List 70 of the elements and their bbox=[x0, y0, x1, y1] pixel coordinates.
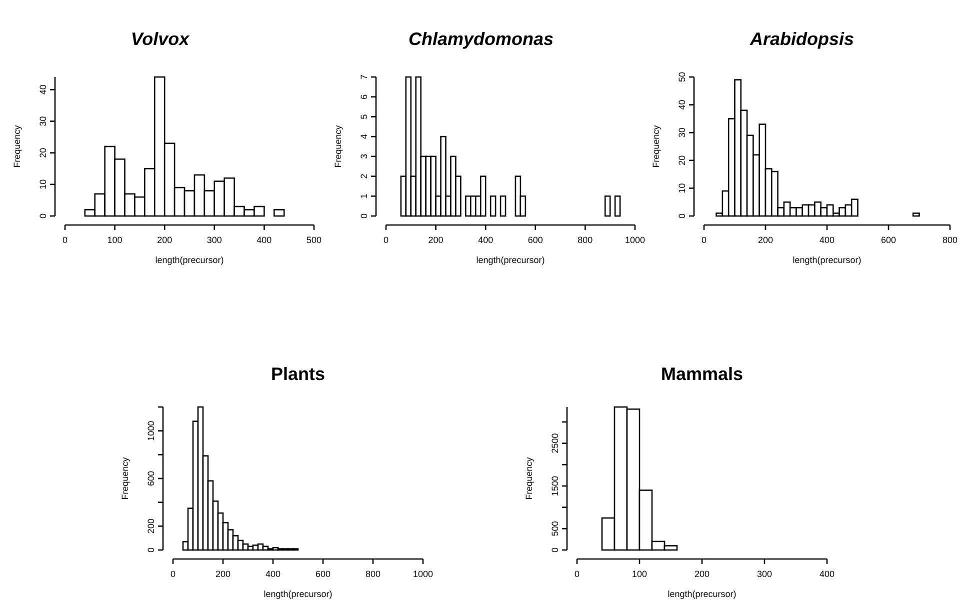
x-tick-label: 800 bbox=[365, 569, 381, 579]
y-tick-label: 20 bbox=[38, 148, 48, 158]
y-tick-label: 3 bbox=[359, 154, 369, 159]
x-axis-title: length(precursor) bbox=[264, 589, 332, 599]
x-axis-title: length(precursor) bbox=[476, 255, 545, 265]
y-tick-label: 1000 bbox=[146, 420, 156, 441]
y-tick-label: 1500 bbox=[550, 476, 560, 496]
chart-title: Plants bbox=[270, 364, 326, 384]
y-axis-title: Frequency bbox=[524, 456, 534, 500]
x-tick-label: 0 bbox=[383, 235, 389, 245]
x-tick-label: 1000 bbox=[412, 569, 434, 579]
y-tick-label: 10 bbox=[38, 179, 48, 190]
y-tick-label: 50 bbox=[677, 72, 687, 82]
y-tick-label: 20 bbox=[677, 155, 687, 166]
y-tick-label: 40 bbox=[38, 84, 48, 95]
x-tick-label: 100 bbox=[632, 569, 648, 579]
y-tick-label: 500 bbox=[550, 521, 560, 536]
y-tick-label: 1 bbox=[359, 194, 369, 199]
x-axis-title: length(precursor) bbox=[155, 255, 224, 265]
x-tick-label: 100 bbox=[107, 235, 122, 245]
x-tick-label: 800 bbox=[578, 235, 593, 245]
x-tick-label: 200 bbox=[215, 569, 231, 579]
x-tick-label: 400 bbox=[265, 569, 281, 579]
x-tick-label: 1000 bbox=[624, 235, 646, 245]
x-tick-label: 400 bbox=[819, 569, 835, 579]
x-axis-title: length(precursor) bbox=[668, 589, 736, 599]
x-tick-label: 400 bbox=[819, 235, 835, 245]
y-tick-label: 2500 bbox=[550, 433, 560, 454]
x-tick-label: 0 bbox=[62, 235, 68, 245]
y-tick-label: 0 bbox=[677, 213, 687, 219]
x-tick-label: 400 bbox=[256, 235, 272, 245]
x-tick-label: 200 bbox=[428, 235, 444, 245]
y-axis-title: Frequency bbox=[651, 124, 661, 168]
x-tick-label: 800 bbox=[942, 235, 958, 245]
y-axis-title: Frequency bbox=[120, 456, 130, 500]
y-tick-label: 7 bbox=[359, 74, 369, 80]
x-tick-label: 200 bbox=[758, 235, 774, 245]
y-tick-label: 0 bbox=[38, 213, 48, 219]
x-tick-label: 0 bbox=[170, 569, 176, 579]
x-tick-label: 400 bbox=[478, 235, 494, 245]
x-tick-label: 600 bbox=[315, 569, 331, 579]
y-tick-label: 0 bbox=[146, 547, 156, 553]
y-axis-title: Frequency bbox=[12, 124, 22, 168]
y-tick-label: 200 bbox=[146, 518, 156, 534]
y-axis-title: Frequency bbox=[333, 124, 343, 168]
y-tick-label: 600 bbox=[146, 470, 156, 486]
x-tick-label: 600 bbox=[880, 235, 896, 245]
x-tick-label: 300 bbox=[756, 569, 772, 579]
y-tick-label: 4 bbox=[359, 134, 369, 140]
x-tick-label: 600 bbox=[528, 235, 543, 245]
x-tick-label: 200 bbox=[694, 569, 710, 579]
y-tick-label: 10 bbox=[677, 183, 687, 194]
x-tick-label: 0 bbox=[701, 235, 707, 245]
x-tick-label: 300 bbox=[206, 235, 222, 245]
x-tick-label: 0 bbox=[574, 569, 580, 579]
x-tick-label: 200 bbox=[157, 235, 172, 245]
x-axis-title: length(precursor) bbox=[792, 255, 862, 265]
y-tick-label: 2 bbox=[359, 174, 369, 179]
chart-title: Mammals bbox=[660, 364, 744, 384]
y-tick-label: 5 bbox=[359, 114, 369, 120]
x-tick-label: 500 bbox=[306, 235, 322, 245]
y-tick-label: 30 bbox=[38, 116, 48, 126]
y-tick-label: 30 bbox=[677, 128, 687, 138]
chart-title: Chlamydomonas bbox=[408, 29, 554, 49]
chart-title: Volvox bbox=[130, 29, 190, 49]
y-tick-label: 6 bbox=[359, 94, 369, 100]
chart-title: Arabidopsis bbox=[748, 29, 854, 49]
y-tick-label: 0 bbox=[359, 213, 369, 219]
y-tick-label: 0 bbox=[550, 547, 560, 553]
y-tick-label: 40 bbox=[677, 100, 687, 110]
